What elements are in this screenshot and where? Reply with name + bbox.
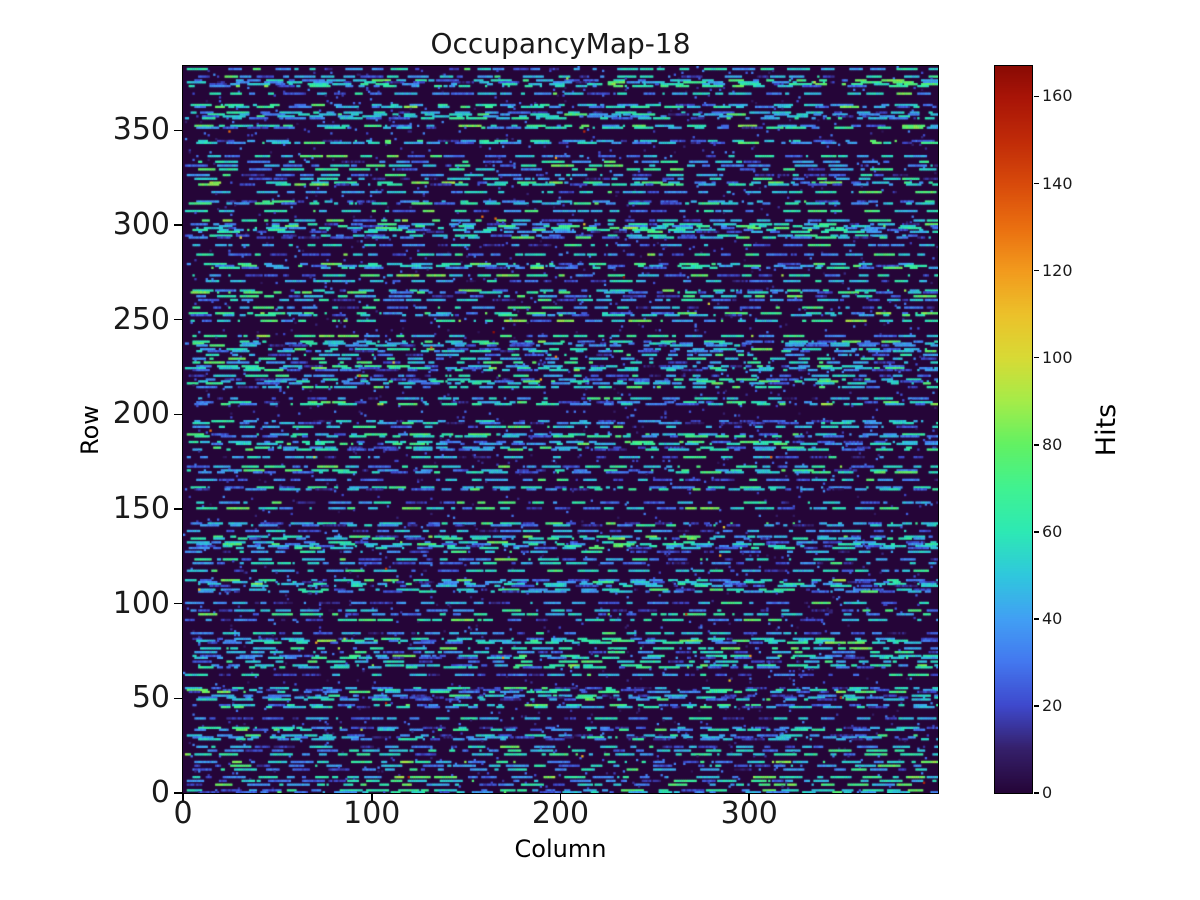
colorbar-tick-mark bbox=[1033, 792, 1039, 794]
x-tick-mark bbox=[182, 793, 184, 801]
colorbar-tick-label: 160 bbox=[1042, 86, 1073, 106]
y-tick-label: 50 bbox=[131, 680, 170, 716]
colorbar-label: Hits bbox=[1091, 403, 1122, 456]
colorbar-tick-label: 0 bbox=[1042, 783, 1053, 802]
colorbar-canvas bbox=[995, 66, 1032, 793]
y-tick-label: 0 bbox=[150, 775, 170, 810]
colorbar-tick-mark bbox=[1033, 618, 1039, 620]
y-tick-mark bbox=[173, 697, 182, 700]
x-tick-label: 0 bbox=[173, 796, 193, 831]
y-tick-label: 350 bbox=[112, 112, 170, 148]
colorbar-tick-mark bbox=[1033, 705, 1039, 707]
colorbar-tick-mark bbox=[1033, 269, 1039, 272]
x-axis-label: Column bbox=[514, 835, 607, 863]
y-tick-label: 250 bbox=[112, 301, 170, 337]
y-tick-mark bbox=[173, 792, 182, 794]
chart-title: OccupancyMap-18 bbox=[430, 27, 691, 60]
y-tick-mark bbox=[173, 602, 182, 605]
colorbar-tick-label: 60 bbox=[1042, 521, 1063, 541]
colorbar-tick-label: 120 bbox=[1042, 260, 1073, 280]
x-tick-label: 100 bbox=[343, 796, 401, 831]
y-tick-mark bbox=[173, 413, 182, 416]
colorbar-tick-label: 80 bbox=[1042, 434, 1063, 454]
x-tick-label: 200 bbox=[531, 796, 590, 831]
y-tick-label: 300 bbox=[112, 207, 170, 243]
colorbar-tick-label: 20 bbox=[1042, 695, 1063, 715]
colorbar-tick-label: 140 bbox=[1042, 173, 1073, 193]
y-axis-label: Row bbox=[76, 404, 104, 455]
y-tick-label: 100 bbox=[112, 585, 170, 621]
colorbar-tick-label: 40 bbox=[1042, 608, 1063, 628]
x-tick-label: 300 bbox=[720, 796, 778, 831]
colorbar-tick-mark bbox=[1033, 95, 1039, 98]
y-tick-mark bbox=[173, 318, 182, 321]
x-tick-mark bbox=[748, 793, 751, 801]
x-tick-mark bbox=[370, 793, 373, 801]
colorbar-tick-mark bbox=[1033, 182, 1039, 185]
y-tick-label: 150 bbox=[112, 491, 170, 527]
y-tick-mark bbox=[173, 129, 182, 132]
y-tick-mark bbox=[173, 508, 182, 510]
colorbar-tick-mark bbox=[1033, 443, 1039, 446]
colorbar-tick-mark bbox=[1033, 531, 1039, 533]
x-tick-mark bbox=[559, 793, 562, 801]
y-tick-mark bbox=[173, 224, 182, 226]
heatmap-canvas bbox=[183, 66, 938, 793]
y-tick-label: 200 bbox=[112, 396, 170, 432]
colorbar-tick-mark bbox=[1033, 356, 1039, 359]
colorbar-tick-label: 100 bbox=[1042, 347, 1073, 367]
